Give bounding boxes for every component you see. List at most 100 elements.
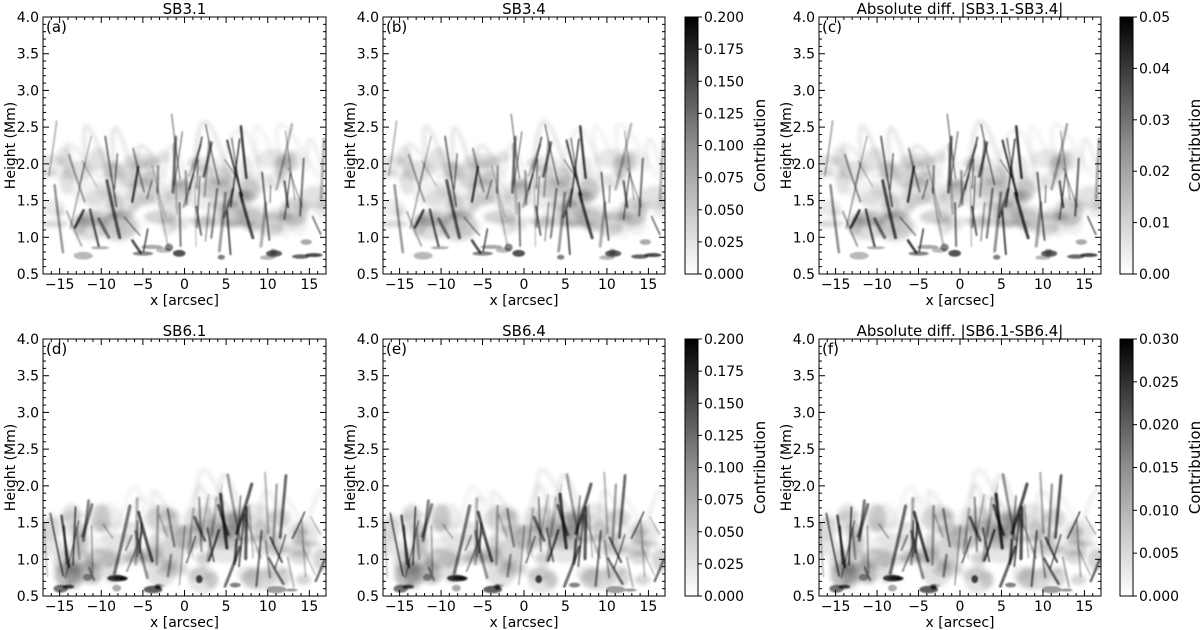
colorbar-tick-label: 0.005 bbox=[1139, 546, 1179, 562]
heatmap-image bbox=[819, 17, 1101, 274]
panel-title: SB6.4 bbox=[502, 322, 546, 340]
colorbar-tick-label: 0.025 bbox=[704, 557, 744, 573]
colorbar-tick-label: 0.025 bbox=[704, 235, 744, 251]
x-tick-label: 10 bbox=[259, 599, 277, 615]
x-tick-label: −5 bbox=[133, 599, 154, 615]
y-tick-label: 3.5 bbox=[17, 47, 39, 63]
colorbar-tick-label: 0.050 bbox=[704, 203, 744, 219]
x-axis-label: x [arcsec] bbox=[926, 293, 995, 309]
x-tick-label: 10 bbox=[1034, 277, 1052, 293]
y-tick-label: 3.0 bbox=[793, 83, 815, 99]
y-tick-label: 4.0 bbox=[357, 10, 379, 26]
x-tick-label: 10 bbox=[259, 277, 277, 293]
panel-tag: (b) bbox=[386, 18, 407, 36]
x-tick-label: 5 bbox=[997, 599, 1006, 615]
colorbar-tick-label: 0.200 bbox=[704, 332, 744, 348]
panel-e: −15 −10 −5 0 5 10 15 0.5 1.0 1.5 2.0 2.5 3.0 3.5 4.0 SB… bbox=[343, 322, 666, 630]
x-tick-label: 5 bbox=[997, 277, 1006, 293]
x-axis-label: x [arcsec] bbox=[926, 615, 995, 630]
y-tick-label: 1.0 bbox=[357, 552, 379, 568]
y-tick-label: 4.0 bbox=[793, 332, 815, 348]
colorbar-tick-label: 0.04 bbox=[1139, 61, 1170, 77]
x-tick-label: 5 bbox=[222, 599, 231, 615]
colorbar-tick-label: 0.015 bbox=[1139, 461, 1179, 477]
panel-title: Absolute diff. |SB3.1-SB3.4| bbox=[857, 0, 1064, 18]
colorbar-tick-label: 0.020 bbox=[1139, 418, 1179, 434]
y-tick-label: 1.5 bbox=[793, 194, 815, 210]
y-tick-label: 0.5 bbox=[17, 589, 39, 605]
x-tick-label: −5 bbox=[472, 599, 493, 615]
colorbar-tick-label: 0.000 bbox=[704, 267, 744, 283]
x-tick-label: −10 bbox=[862, 277, 892, 293]
colorbar-tick-label: 0.125 bbox=[704, 428, 744, 444]
x-tick-label: 0 bbox=[180, 599, 189, 615]
colorbar-tick-label: 0.03 bbox=[1139, 113, 1170, 129]
panel-tag: (f) bbox=[822, 340, 839, 358]
colorbar-tick-label: 0.030 bbox=[1139, 332, 1179, 348]
x-tick-label: 0 bbox=[520, 599, 529, 615]
colorbar-label: Contribution bbox=[1186, 421, 1200, 514]
y-tick-label: 1.0 bbox=[17, 230, 39, 246]
y-tick-label: 0.5 bbox=[17, 267, 39, 283]
x-tick-label: −15 bbox=[385, 277, 415, 293]
colorbar-tick-label: 0.125 bbox=[704, 106, 744, 122]
y-tick-label: 1.5 bbox=[17, 194, 39, 210]
x-tick-label: −10 bbox=[86, 599, 116, 615]
x-tick-label: 0 bbox=[180, 277, 189, 293]
y-tick-label: 1.5 bbox=[357, 194, 379, 210]
x-tick-label: 15 bbox=[300, 599, 318, 615]
colorbar: 0.000 0.005 0.010 0.015 0.020 0.025 0.030 Contr… bbox=[1119, 332, 1200, 605]
colorbar-label: Contribution bbox=[751, 99, 769, 192]
y-tick-label: 3.0 bbox=[357, 405, 379, 421]
colorbar-tick-label: 0.01 bbox=[1139, 216, 1170, 232]
x-tick-label: 15 bbox=[639, 277, 657, 293]
x-tick-label: 10 bbox=[1034, 599, 1052, 615]
y-axis-label: Height (Mm) bbox=[3, 102, 19, 189]
colorbar-label: Contribution bbox=[751, 421, 769, 514]
colorbar: 0.00 0.01 0.02 0.03 0.04 0.05 Contribution bbox=[1119, 10, 1200, 283]
colorbar-label: Contribution bbox=[1186, 99, 1200, 192]
colorbar-tick-label: 0.025 bbox=[1139, 375, 1179, 391]
panel-tag: (c) bbox=[822, 18, 842, 36]
y-tick-label: 1.0 bbox=[357, 230, 379, 246]
colorbar-tick-label: 0.05 bbox=[1139, 10, 1170, 26]
y-tick-label: 2.5 bbox=[793, 442, 815, 458]
y-tick-label: 3.0 bbox=[357, 83, 379, 99]
panel-tag: (e) bbox=[386, 340, 407, 358]
colorbar-gradient bbox=[1119, 338, 1134, 597]
y-tick-label: 3.0 bbox=[793, 405, 815, 421]
x-tick-label: −5 bbox=[133, 277, 154, 293]
x-tick-label: 10 bbox=[598, 277, 616, 293]
y-tick-label: 3.5 bbox=[793, 47, 815, 63]
colorbar-tick-label: 0.100 bbox=[704, 139, 744, 155]
y-tick-label: 1.5 bbox=[357, 516, 379, 532]
y-tick-label: 4.0 bbox=[17, 332, 39, 348]
y-axis-label: Height (Mm) bbox=[779, 102, 795, 189]
y-tick-label: 2.0 bbox=[793, 157, 815, 173]
colorbar-tick-label: 0.010 bbox=[1139, 503, 1179, 519]
y-tick-label: 2.0 bbox=[793, 479, 815, 495]
y-tick-label: 2.5 bbox=[17, 120, 39, 136]
colorbar-gradient bbox=[684, 338, 699, 597]
y-axis-label: Height (Mm) bbox=[343, 102, 359, 189]
colorbar-tick-label: 0.000 bbox=[704, 589, 744, 605]
x-tick-label: −5 bbox=[908, 599, 929, 615]
x-axis-label: x [arcsec] bbox=[490, 293, 559, 309]
panel-f: −15 −10 −5 0 5 10 15 0.5 1.0 1.5 2.0 2.5 3.0 3.5 4.0 Ab… bbox=[779, 322, 1200, 630]
x-tick-label: −5 bbox=[908, 277, 929, 293]
y-tick-label: 1.0 bbox=[793, 552, 815, 568]
panel-title: SB3.4 bbox=[502, 0, 546, 18]
heatmap-image bbox=[819, 339, 1101, 596]
heatmap-image bbox=[43, 17, 326, 274]
x-axis-label: x [arcsec] bbox=[150, 293, 219, 309]
colorbar: 0.000 0.025 0.050 0.075 0.100 0.125 0.150 0.175… bbox=[684, 332, 769, 605]
colorbar-tick-label: 0.000 bbox=[1139, 589, 1179, 605]
panel-c: −15 −10 −5 0 5 10 15 0.5 1.0 1.5 2.0 2.5 3.0 3.5 4.0 Ab… bbox=[779, 0, 1200, 309]
panel-title: SB6.1 bbox=[163, 322, 207, 340]
y-tick-label: 0.5 bbox=[793, 589, 815, 605]
y-axis-label: Height (Mm) bbox=[779, 424, 795, 511]
colorbar-gradient bbox=[1119, 16, 1134, 275]
y-tick-label: 1.0 bbox=[793, 230, 815, 246]
x-tick-label: −5 bbox=[472, 277, 493, 293]
